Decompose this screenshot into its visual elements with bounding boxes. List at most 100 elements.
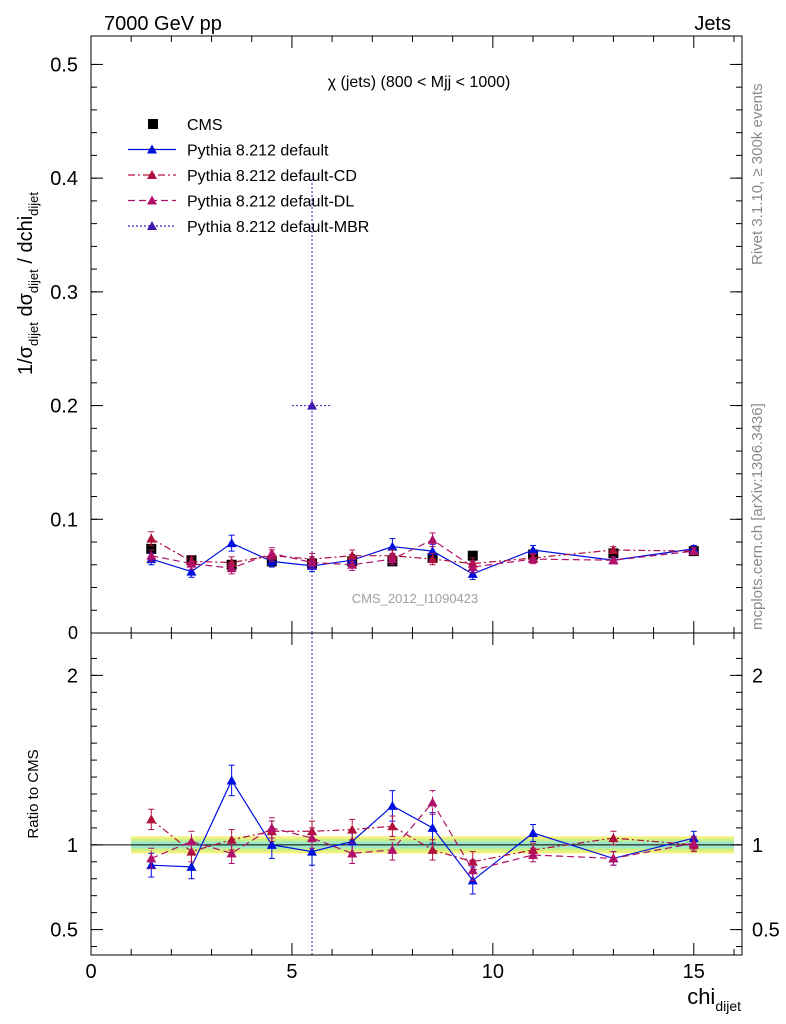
ratio-line — [151, 779, 694, 882]
ratio-marker — [307, 846, 318, 856]
xtick-label: 10 — [482, 961, 504, 983]
marker — [307, 557, 318, 567]
top-ytick-label: 0.5 — [50, 54, 78, 76]
legend-marker — [147, 221, 157, 230]
ratio-marker — [307, 833, 318, 843]
xtick-label: 0 — [85, 961, 96, 983]
marker — [226, 563, 237, 573]
legend-label: Pythia 8.212 default — [187, 143, 329, 160]
ratio-ytick-label-right: 0.5 — [752, 920, 780, 942]
ratio-marker — [387, 821, 398, 831]
ratio-marker — [266, 839, 277, 849]
rivet-label: Rivet 3.1.10, ≥ 300k events — [749, 83, 766, 265]
marker — [608, 544, 619, 554]
ratio-marker — [347, 848, 358, 858]
marker — [528, 554, 539, 564]
marker — [387, 541, 398, 551]
top-panel: 0.1 0.2 0.3 0.4 0.5 χ (jets) (800 < Mjj < 10… — [50, 35, 743, 955]
ratio-marker — [226, 775, 237, 785]
marker — [347, 550, 358, 560]
ratio-panel: 0.5 1 2 0.5 1 2 0 5 10 15 — [50, 632, 780, 983]
ratio-marker — [226, 848, 237, 858]
top-ytick-label: 0.2 — [50, 396, 78, 418]
marker — [146, 533, 157, 543]
ratio-marker — [427, 822, 438, 832]
top-title: χ (jets) (800 < Mjj < 1000) — [328, 74, 511, 91]
top-ylabel: 1/σdijet dσdijet / dchidijet — [15, 192, 41, 375]
ratio-marker — [387, 844, 398, 854]
ratio-ytick-label-right: 1 — [752, 835, 763, 857]
marker — [146, 550, 157, 560]
marker — [226, 538, 237, 548]
header-left: 7000 GeV pp — [104, 13, 222, 35]
series-pythia-8-212-default-mbr — [291, 178, 333, 955]
marker — [427, 546, 438, 556]
series-line — [151, 542, 694, 575]
series-pythia-8-212-default-dl — [146, 532, 699, 575]
marker — [266, 548, 277, 558]
top-ytick-label: 0.1 — [50, 509, 78, 531]
legend-item: Pythia 8.212 default — [128, 143, 329, 160]
ratio-series-pythia-8-212-default-dl — [146, 790, 699, 881]
xtick-label: 5 — [286, 961, 297, 983]
ratio-ytick-label: 2 — [67, 665, 78, 687]
ratio-marker — [608, 853, 619, 863]
legend-marker — [147, 144, 157, 154]
legend-item: Pythia 8.212 default-MBR — [128, 219, 369, 236]
ratio-ytick-label-right: 2 — [752, 665, 763, 687]
ytick-label-zero: 0 — [68, 623, 78, 643]
series-line — [150, 538, 694, 565]
legend-label: Pythia 8.212 default-CD — [187, 168, 357, 185]
ratio-line — [150, 818, 694, 863]
top-ytick-label: 0.3 — [50, 282, 78, 304]
marker — [467, 562, 478, 572]
ratio-line — [151, 801, 694, 871]
legend-label: Pythia 8.212 default-MBR — [187, 219, 369, 236]
ratio-marker — [688, 838, 699, 848]
ratio-marker — [186, 861, 197, 871]
ratio-marker — [266, 822, 277, 832]
legend-item: CMS — [148, 117, 223, 134]
ratio-marker — [467, 865, 478, 875]
marker — [347, 559, 358, 569]
header-right: Jets — [694, 13, 731, 35]
marker — [608, 555, 619, 565]
marker — [528, 544, 539, 554]
cms-point — [467, 550, 478, 561]
ratio-marker — [186, 836, 197, 846]
series-line — [151, 539, 694, 569]
ratio-marker — [347, 824, 358, 834]
legend-item: Pythia 8.212 default-CD — [128, 168, 357, 185]
legend-label: CMS — [187, 117, 223, 134]
top-ytick-label: 0.4 — [50, 168, 78, 190]
marker — [427, 534, 438, 544]
ratio-marker — [467, 856, 478, 866]
ratio-marker — [387, 800, 398, 810]
legend-item: Pythia 8.212 default-DL — [128, 194, 354, 211]
ratio-marker — [146, 853, 157, 863]
marker — [688, 546, 699, 556]
ratio-marker — [528, 850, 539, 860]
ratio-marker — [226, 834, 237, 844]
cms-point — [146, 543, 157, 554]
watermark: CMS_2012_I1090423 — [352, 591, 479, 606]
legend-label: Pythia 8.212 default-DL — [187, 194, 354, 211]
ratio-marker — [427, 797, 438, 807]
ratio-marker — [528, 827, 539, 837]
marker — [307, 400, 318, 410]
legend-marker — [147, 170, 157, 179]
xtick-label: 15 — [683, 961, 705, 983]
xlabel: chidijet — [687, 984, 741, 1014]
ratio-marker — [427, 844, 438, 854]
ratio-ylabel: Ratio to CMS — [25, 749, 42, 838]
marker — [427, 554, 438, 564]
ratio-marker — [146, 814, 157, 824]
mcplots-label: mcplots.cern.ch [arXiv:1306.3436] — [749, 403, 766, 630]
marker — [186, 558, 197, 568]
marker — [186, 566, 197, 576]
marker — [467, 568, 478, 578]
legend-marker — [148, 119, 158, 129]
ratio-ytick-label: 1 — [67, 835, 78, 857]
ratio-frame — [90, 632, 743, 956]
